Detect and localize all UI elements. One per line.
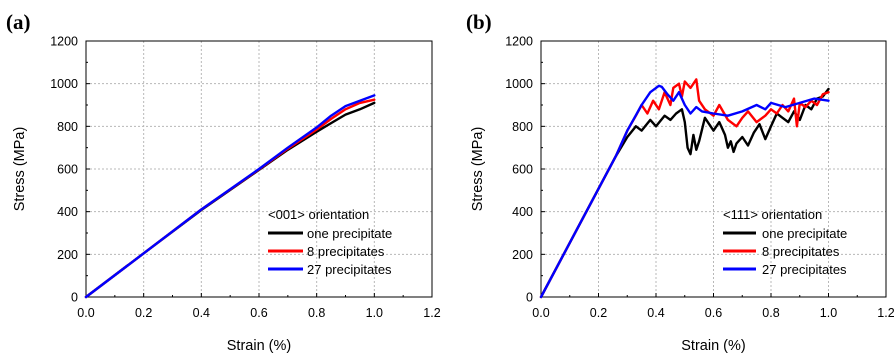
- y-tick-label: 800: [57, 120, 78, 134]
- legend-label: one precipitate: [307, 226, 392, 241]
- panel-a-stress-strain-chart: (a) 0.0 0.2 0.4 0.6 0.8 1.0 1.2 0 200 400 600 800 100…: [6, 10, 441, 354]
- legend-label: 27 precipitates: [762, 262, 847, 277]
- y-tick-label: 600: [512, 163, 533, 177]
- legend-label: one precipitate: [762, 226, 847, 241]
- y-tick-label: 200: [512, 248, 533, 262]
- y-tick-label: 200: [57, 248, 78, 262]
- y-tick-label: 1000: [50, 77, 78, 91]
- legend-label: 8 precipitates: [762, 244, 840, 259]
- legend-title: <111> orientation: [723, 207, 822, 222]
- x-tick-label: 0.6: [250, 306, 267, 320]
- legend-title: <001> orientation: [268, 207, 369, 222]
- panel-label: (a): [6, 10, 31, 34]
- x-tick-label: 1.0: [366, 306, 383, 320]
- x-tick-label: 0.0: [532, 306, 549, 320]
- series-line-8-precipitates: [539, 78, 830, 299]
- y-tick-label: 600: [57, 163, 78, 177]
- x-tick-label: 0.4: [647, 306, 664, 320]
- x-tick-label: 0.8: [762, 306, 779, 320]
- y-tick-label: 800: [512, 120, 533, 134]
- y-tick-label: 1200: [50, 35, 78, 49]
- y-axis-title: Stress (MPa): [470, 127, 486, 212]
- x-tick-label: 0.8: [308, 306, 325, 320]
- y-tick-label: 0: [71, 291, 78, 305]
- series-line-27-precipitates: [539, 84, 830, 299]
- y-axis-title: Stress (MPa): [12, 127, 28, 212]
- x-axis-title: Strain (%): [227, 338, 291, 354]
- series-line-one-precipitate: [539, 87, 830, 299]
- x-tick-label: 1.2: [877, 306, 894, 320]
- x-axis-title: Strain (%): [681, 338, 745, 354]
- y-tick-label: 400: [512, 205, 533, 219]
- legend-label: 27 precipitates: [307, 262, 392, 277]
- y-tick-label: 0: [526, 291, 533, 305]
- x-tick-label: 0.2: [590, 306, 607, 320]
- panel-label: (b): [466, 10, 492, 34]
- series-line-27-precipitates: [84, 94, 376, 299]
- y-tick-label: 1000: [505, 77, 533, 91]
- y-tick-label: 400: [57, 205, 78, 219]
- x-tick-label: 0.2: [135, 306, 152, 320]
- x-tick-label: 0.6: [705, 306, 722, 320]
- y-tick-label: 1200: [505, 35, 533, 49]
- x-tick-label: 0.4: [193, 306, 210, 320]
- x-tick-label: 0.0: [77, 306, 94, 320]
- x-tick-label: 1.2: [423, 306, 440, 320]
- x-tick-label: 1.0: [820, 306, 837, 320]
- legend-label: 8 precipitates: [307, 244, 385, 259]
- panel-b-stress-strain-chart: (b) 0.0 0.2 0.4 0.6 0.8 1.0 1.2 0 200 400 600 800 100…: [466, 10, 894, 354]
